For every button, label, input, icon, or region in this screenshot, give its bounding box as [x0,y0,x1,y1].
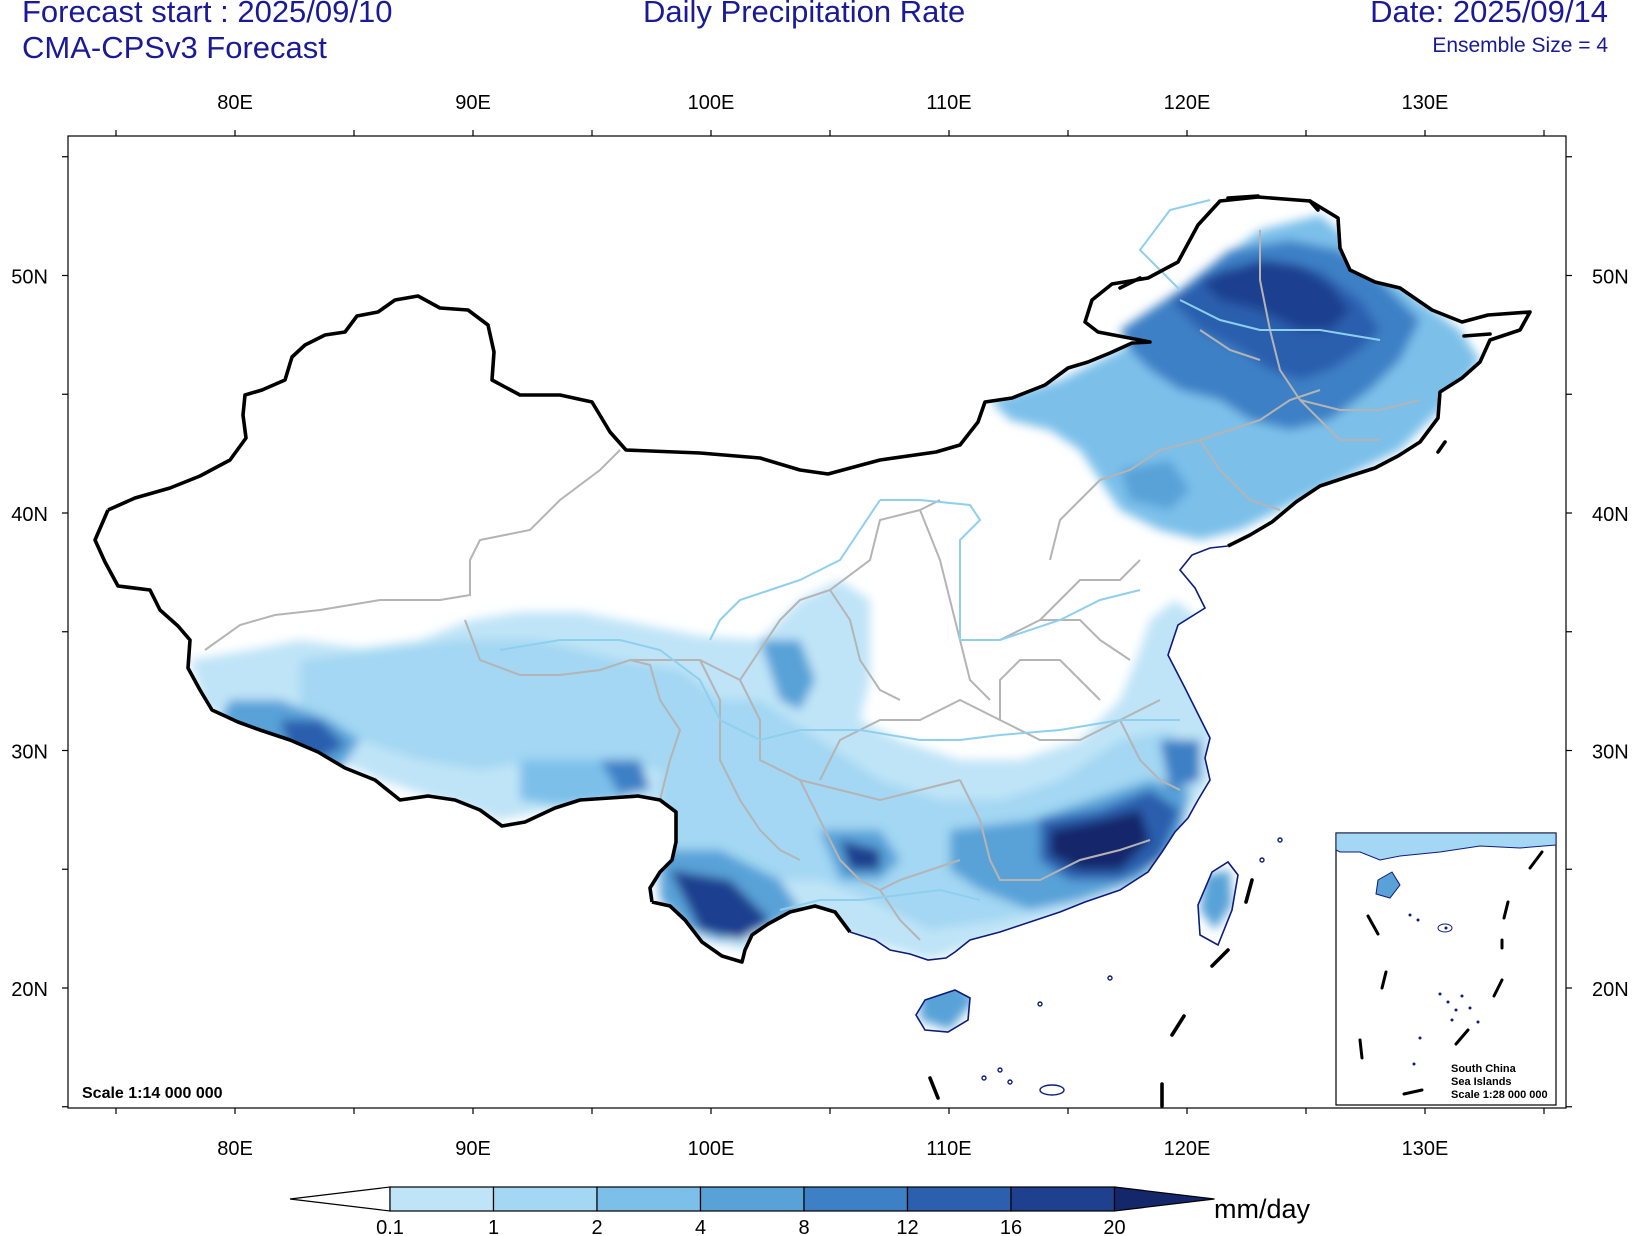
colorbar-level-label: 2 [591,1217,602,1236]
lon-label-top: 80E [217,92,253,114]
colorbar-bin [1010,1186,1116,1212]
colorbar-level-label: 20 [1103,1217,1125,1236]
colorbar-level-label: 12 [896,1217,918,1236]
coastline [849,545,1239,1033]
lon-label-bottom: 130E [1402,1138,1449,1160]
map-title: Daily Precipitation Rate [643,0,966,29]
colorbar-bin [492,1186,598,1212]
province-boundaries [204,230,1421,941]
colorbar-level-label: 0.1 [376,1217,404,1236]
precipitation-colorbar: 0.1 1 2 4 8 12 16 20 [289,1186,1215,1236]
lon-label-bottom: 120E [1164,1138,1211,1160]
inset-label-line3: Scale 1:28 000 000 [1451,1089,1548,1101]
colorbar-bin [596,1186,702,1212]
lat-label-left: 50N [11,267,48,289]
dash-line-segments [928,194,1492,1108]
lat-label-right: 40N [1592,504,1629,526]
inset-label-line2: Sea Islands [1451,1076,1512,1088]
valid-date-label: Date: 2025/09/14 [1370,0,1608,29]
map-scale-label: Scale 1:14 000 000 [82,1085,223,1102]
south-china-sea-inset: South China Sea Islands Scale 1:28 000 0… [1335,832,1557,1106]
lon-label-bottom: 90E [455,1138,491,1160]
lat-label-left: 30N [11,742,48,764]
small-islands [981,837,1283,1096]
lon-label-bottom: 100E [688,1138,735,1160]
colorbar-over-triangle [1113,1186,1215,1212]
latitude-labels-right: 20N 30N 40N 50N [1592,267,1629,1002]
ensemble-size-label: Ensemble Size = 4 [1432,34,1608,57]
lat-label-right: 20N [1592,979,1629,1001]
longitude-labels-top: 80E 90E 100E 110E 120E 130E [217,92,1448,114]
longitude-labels-bottom: 80E 90E 100E 110E 120E 130E [217,1138,1448,1160]
colorbar-bin [906,1186,1012,1212]
lon-label-top: 110E [926,92,971,114]
lon-label-bottom: 110E [926,1138,971,1160]
lon-label-top: 100E [688,92,735,114]
colorbar-bin [699,1186,805,1212]
lon-label-top: 130E [1402,92,1449,114]
lon-label-top: 90E [455,92,491,114]
latitude-labels-left: 20N 30N 40N 50N [11,267,48,1002]
colorbar-level-label: 16 [1000,1217,1022,1236]
colorbar-level-label: 8 [798,1217,809,1236]
model-name-label: CMA-CPSv3 Forecast [22,30,327,65]
colorbar-level-label: 1 [488,1217,499,1236]
lat-label-right: 30N [1592,742,1629,764]
colorbar-under-triangle [289,1186,391,1212]
colorbar-bin [803,1186,909,1212]
axis-ticks [62,130,1572,1114]
colorbar-bin [389,1186,495,1212]
forecast-start-label: Forecast start : 2025/09/10 [22,0,393,29]
national-border [93,195,1532,964]
lat-label-right: 50N [1592,267,1629,289]
inset-label-line1: South China [1451,1063,1517,1075]
precipitation-field [190,215,1480,1030]
colorbar-unit-label: mm/day [1214,1194,1311,1224]
lon-label-top: 120E [1164,92,1211,114]
lon-label-bottom: 80E [217,1138,253,1160]
lat-label-left: 20N [11,979,48,1001]
lat-label-left: 40N [11,504,48,526]
colorbar-level-label: 4 [695,1217,706,1236]
